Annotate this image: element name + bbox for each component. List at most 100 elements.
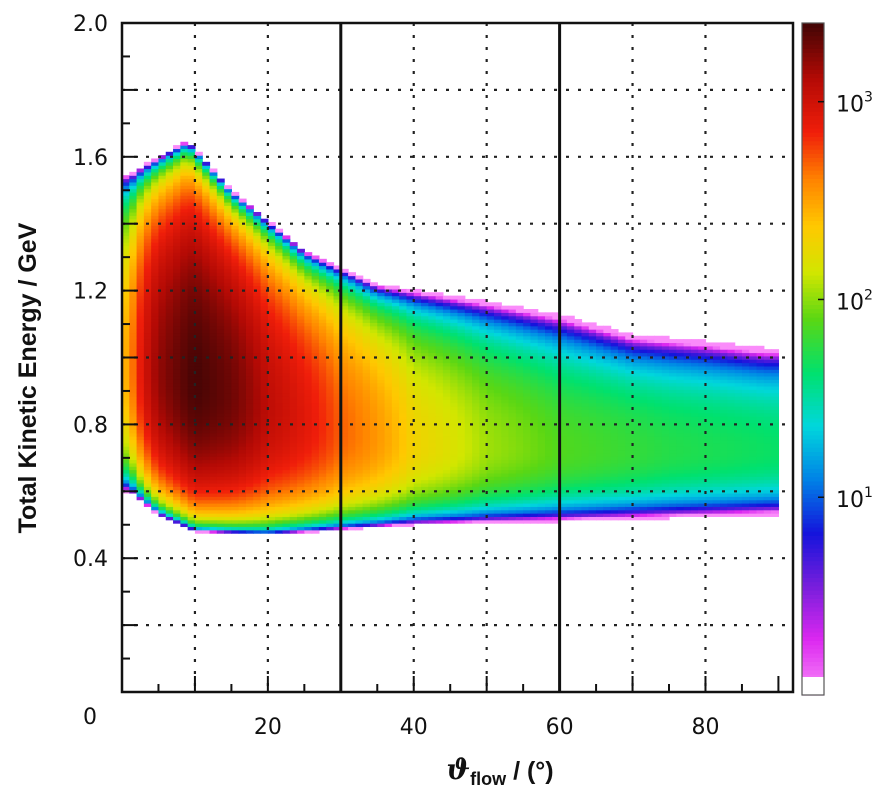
heatmap-cell [391, 452, 400, 457]
heatmap-cell [202, 342, 211, 347]
heatmap-cell [326, 345, 335, 350]
heatmap-cell [523, 335, 532, 340]
heatmap-cell [260, 409, 269, 414]
heatmap-cell [304, 466, 313, 471]
heatmap-cell [209, 362, 218, 367]
heatmap-cell [289, 275, 298, 280]
heatmap-cell [457, 402, 466, 407]
heatmap-cell [253, 462, 262, 467]
heatmap-cell [231, 375, 240, 380]
heatmap-cell [238, 309, 247, 313]
heatmap-cell [333, 506, 342, 511]
heatmap-cell [333, 399, 342, 404]
heatmap-cell [486, 422, 495, 427]
heatmap-cell [289, 496, 298, 501]
heatmap-cell [289, 265, 298, 270]
heatmap-cell [406, 523, 415, 528]
heatmap-cell [450, 409, 459, 414]
heatmap-cell [369, 406, 378, 410]
heatmap-cell [457, 385, 466, 390]
heatmap-cell [187, 526, 196, 531]
heatmap-cell [216, 332, 225, 337]
heatmap-cell [304, 416, 313, 420]
heatmap-cell [187, 309, 196, 313]
heatmap-cell [245, 506, 254, 511]
heatmap-cell [282, 292, 291, 297]
heatmap-cell [202, 409, 211, 414]
heatmap-cell [253, 446, 262, 451]
heatmap-cell [238, 462, 247, 467]
heatmap-cell [369, 482, 378, 487]
heatmap-cell [253, 482, 262, 487]
heatmap-cell [515, 399, 524, 404]
heatmap-cell [297, 449, 305, 454]
heatmap-cell [202, 459, 211, 464]
heatmap-cell [245, 503, 254, 507]
heatmap-cell [275, 459, 284, 464]
heatmap-cell [530, 469, 539, 474]
heatmap-cell [260, 446, 269, 451]
heatmap-cell [340, 439, 349, 444]
heatmap-cell [187, 459, 196, 464]
heatmap-cell [143, 486, 152, 491]
heatmap-cell [224, 362, 232, 367]
heatmap-cell [289, 412, 298, 417]
heatmap-cell [362, 472, 371, 477]
heatmap-cell [457, 345, 466, 350]
heatmap-cell [173, 339, 181, 344]
heatmap-cell [486, 409, 495, 414]
heatmap-cell [158, 395, 167, 400]
heatmap-cell [202, 171, 211, 176]
heatmap-cell [253, 412, 262, 417]
heatmap-cell [377, 479, 386, 484]
heatmap-cell [333, 278, 342, 283]
heatmap-cell [450, 322, 459, 327]
heatmap-cell [187, 516, 196, 521]
heatmap-cell [311, 503, 320, 507]
heatmap-cell [180, 201, 189, 206]
heatmap-cell [143, 235, 152, 240]
heatmap-cell [304, 476, 313, 481]
heatmap-cell [384, 446, 393, 451]
heatmap-cell [122, 335, 130, 340]
heatmap-cell [260, 419, 269, 424]
heatmap-cell [340, 466, 349, 471]
heatmap-cell [297, 496, 305, 501]
heatmap-cell [297, 335, 305, 340]
heatmap-cell [187, 148, 196, 153]
heatmap-cell [348, 305, 356, 310]
heatmap-cell [304, 452, 313, 457]
heatmap-cell [158, 486, 167, 491]
heatmap-cell [333, 523, 342, 528]
heatmap-cell [391, 479, 400, 484]
heatmap-cell [552, 492, 561, 497]
heatmap-cell [537, 369, 546, 374]
heatmap-cell [304, 252, 313, 257]
heatmap-cell [552, 402, 561, 407]
heatmap-cell [209, 198, 218, 203]
heatmap-cell [493, 315, 502, 320]
heatmap-cell [165, 232, 174, 236]
heatmap-cell [187, 446, 196, 451]
heatmap-cell [224, 332, 232, 337]
heatmap-cell [165, 242, 174, 247]
heatmap-cell [224, 222, 232, 226]
heatmap-cell [304, 349, 313, 354]
heatmap-cell [187, 429, 196, 434]
heatmap-cell [165, 272, 174, 277]
heatmap-cell [508, 492, 517, 497]
heatmap-cell [136, 298, 145, 303]
heatmap-cell [289, 319, 298, 323]
heatmap-cell [143, 329, 152, 334]
heatmap-cell [202, 389, 211, 394]
heatmap-cell [391, 395, 400, 400]
heatmap-cell [377, 402, 386, 407]
heatmap-cell [202, 188, 211, 193]
heatmap-cell [180, 389, 189, 394]
heatmap-cell [158, 492, 167, 497]
heatmap-cell [231, 432, 240, 437]
heatmap-cell [260, 312, 269, 317]
heatmap-cell [552, 469, 561, 474]
heatmap-cell [151, 312, 160, 317]
heatmap-cell [457, 429, 466, 434]
